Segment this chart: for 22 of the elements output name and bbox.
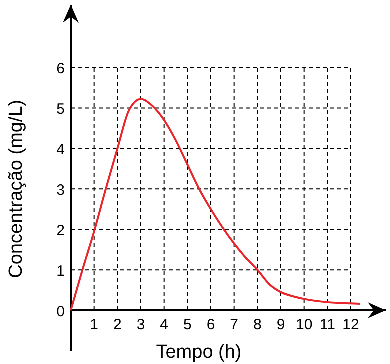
x-tick-label: 5 [183, 316, 192, 334]
x-tick-label: 8 [253, 316, 262, 334]
x-tick-label: 1 [90, 316, 99, 334]
x-tick-label: 4 [160, 316, 169, 334]
x-tick-label: 2 [113, 316, 122, 334]
y-tick-label: 5 [56, 101, 65, 118]
x-axis-title: Tempo (h) [156, 342, 242, 363]
x-tick-label: 9 [276, 316, 286, 334]
y-tick-label: 6 [56, 60, 65, 78]
y-tick-label: 4 [56, 142, 65, 159]
x-tick-label: 6 [206, 316, 216, 334]
x-tick-label: 10 [296, 316, 313, 334]
line-series [70, 98, 362, 312]
y-tick-label: 1 [56, 263, 65, 280]
x-tick-label: 12 [342, 316, 360, 334]
y-axis-title: Concentração (mg/L) [6, 100, 27, 278]
x-tick-label: 11 [320, 316, 336, 334]
y-tick-label: 0 [56, 304, 65, 321]
y-tick-label: 2 [56, 222, 65, 240]
x-tick-label: 3 [136, 316, 146, 334]
x-tick-label: 7 [230, 316, 239, 334]
y-tick-label: 3 [56, 182, 65, 200]
